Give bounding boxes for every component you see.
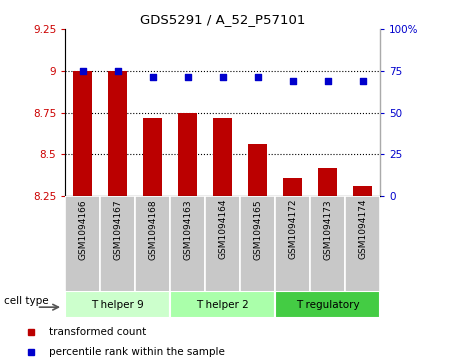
Bar <box>353 186 373 196</box>
Bar <box>283 178 302 196</box>
Point <box>254 74 261 80</box>
Bar <box>178 113 198 196</box>
Text: GSM1094165: GSM1094165 <box>253 199 262 260</box>
Bar <box>205 196 240 292</box>
Text: transformed count: transformed count <box>49 327 146 337</box>
Bar <box>345 196 380 292</box>
Bar <box>65 196 100 292</box>
Point <box>184 74 191 80</box>
Bar <box>108 71 127 196</box>
Point <box>289 78 297 84</box>
Bar <box>275 196 310 292</box>
Bar <box>170 196 205 292</box>
Bar <box>65 291 170 318</box>
Bar <box>135 196 170 292</box>
Point <box>324 78 331 84</box>
Text: GSM1094164: GSM1094164 <box>218 199 227 260</box>
Bar <box>213 118 232 196</box>
Bar <box>100 196 135 292</box>
Bar <box>73 71 92 196</box>
Text: T regulatory: T regulatory <box>296 299 360 310</box>
Text: T helper 2: T helper 2 <box>196 299 249 310</box>
Bar <box>310 196 345 292</box>
Text: T helper 9: T helper 9 <box>91 299 144 310</box>
Title: GDS5291 / A_52_P57101: GDS5291 / A_52_P57101 <box>140 13 306 26</box>
Text: GSM1094166: GSM1094166 <box>78 199 87 260</box>
Text: GSM1094167: GSM1094167 <box>113 199 122 260</box>
Text: GSM1094174: GSM1094174 <box>358 199 367 260</box>
Text: GSM1094173: GSM1094173 <box>323 199 332 260</box>
Text: GSM1094172: GSM1094172 <box>288 199 297 260</box>
Bar <box>240 196 275 292</box>
Point <box>79 68 86 74</box>
Point <box>149 74 156 80</box>
Bar <box>318 168 338 196</box>
Bar <box>170 291 275 318</box>
Bar <box>275 291 380 318</box>
Point <box>114 68 122 74</box>
Text: percentile rank within the sample: percentile rank within the sample <box>49 347 225 357</box>
Point <box>219 74 226 80</box>
Point <box>359 78 366 84</box>
Bar <box>248 144 267 196</box>
Text: GSM1094163: GSM1094163 <box>183 199 192 260</box>
Text: GSM1094168: GSM1094168 <box>148 199 157 260</box>
Text: cell type: cell type <box>4 296 49 306</box>
Bar <box>143 118 162 196</box>
